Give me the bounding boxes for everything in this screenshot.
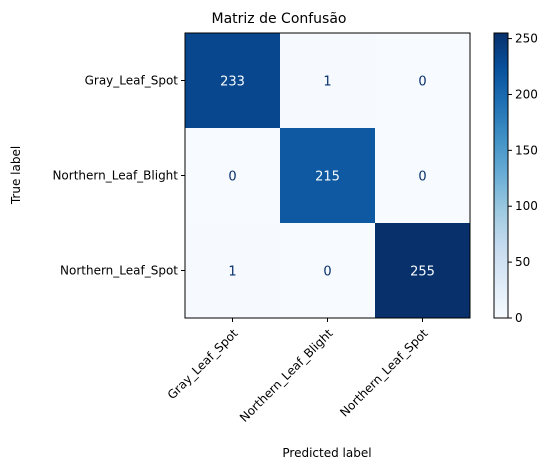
cell-value-label: 0 — [418, 75, 426, 90]
y-axis-label: True label — [9, 146, 23, 205]
colorbar-frame — [493, 32, 509, 319]
colorbar-gradient — [494, 33, 508, 318]
y-tick-label: Gray_Leaf_Spot — [85, 74, 179, 88]
x-tick-label: Gray_Leaf_Spot — [165, 326, 241, 402]
colorbar: 0 50 100 150 200 250 — [493, 32, 538, 325]
colorbar-tick-label: 150 — [515, 143, 538, 157]
heatmap-cell — [185, 223, 280, 318]
heatmap-cells — [185, 33, 470, 318]
heatmap-cell — [280, 223, 375, 318]
cell-value-label: 0 — [323, 265, 331, 280]
colorbar-tick-label: 0 — [515, 311, 523, 325]
colorbar-tick-label: 50 — [515, 255, 530, 269]
cell-value-label: 1 — [323, 75, 331, 90]
x-tick-label: Northern_Leaf_Blight — [237, 326, 336, 425]
cell-value-label: 233 — [220, 75, 245, 90]
heatmap-cell — [185, 33, 280, 128]
y-tick-label: Northern_Leaf_Spot — [60, 264, 178, 278]
cell-value-label: 0 — [418, 170, 426, 185]
y-tick-label: Northern_Leaf_Blight — [52, 169, 178, 183]
heatmap-cell — [185, 128, 280, 223]
cell-value-label: 215 — [315, 170, 340, 185]
cell-value-label: 255 — [410, 265, 435, 280]
colorbar-ticks: 0 50 100 150 200 250 — [508, 32, 538, 325]
heatmap-cell — [375, 128, 470, 223]
x-tick-label: Northern_Leaf_Spot — [337, 326, 431, 420]
colorbar-tick-label: 200 — [515, 87, 538, 101]
heatmap-cell — [375, 33, 470, 128]
heatmap-cell — [280, 128, 375, 223]
heatmap-cell — [375, 223, 470, 318]
cell-value-label: 0 — [228, 170, 236, 185]
cell-value-label: 1 — [228, 265, 236, 280]
colorbar-tick-label: 100 — [515, 199, 538, 213]
cell-value-labels: 233 1 0 0 215 0 1 0 255 — [220, 75, 435, 280]
colorbar-tick-label: 250 — [515, 32, 538, 46]
x-axis-label: Predicted label — [282, 446, 371, 460]
heatmap-cell — [280, 33, 375, 128]
y-axis-ticks: Gray_Leaf_Spot Northern_Leaf_Blight Northe… — [52, 74, 185, 278]
chart-title: Matriz de Confusão — [212, 11, 347, 27]
